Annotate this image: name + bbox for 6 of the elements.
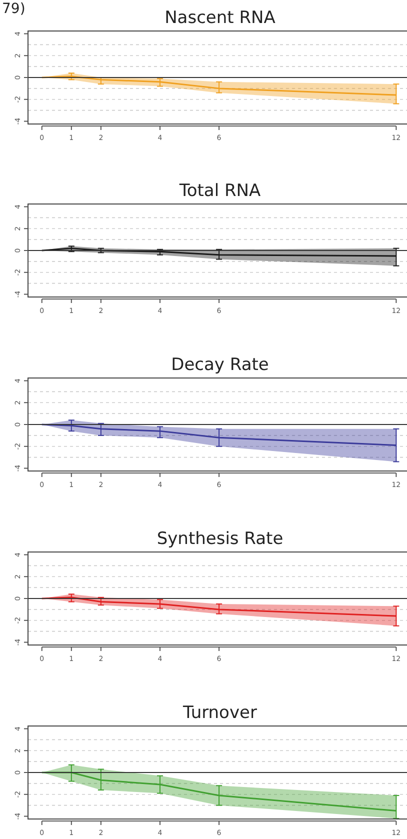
chart-title: Total RNA [178,181,261,201]
chart-title: Decay Rate [171,355,269,375]
chart-title: Nascent RNA [164,8,276,28]
chart-title: Turnover [182,703,257,723]
text: 79) [2,1,26,17]
chart-title: Synthesis Rate [156,529,284,549]
